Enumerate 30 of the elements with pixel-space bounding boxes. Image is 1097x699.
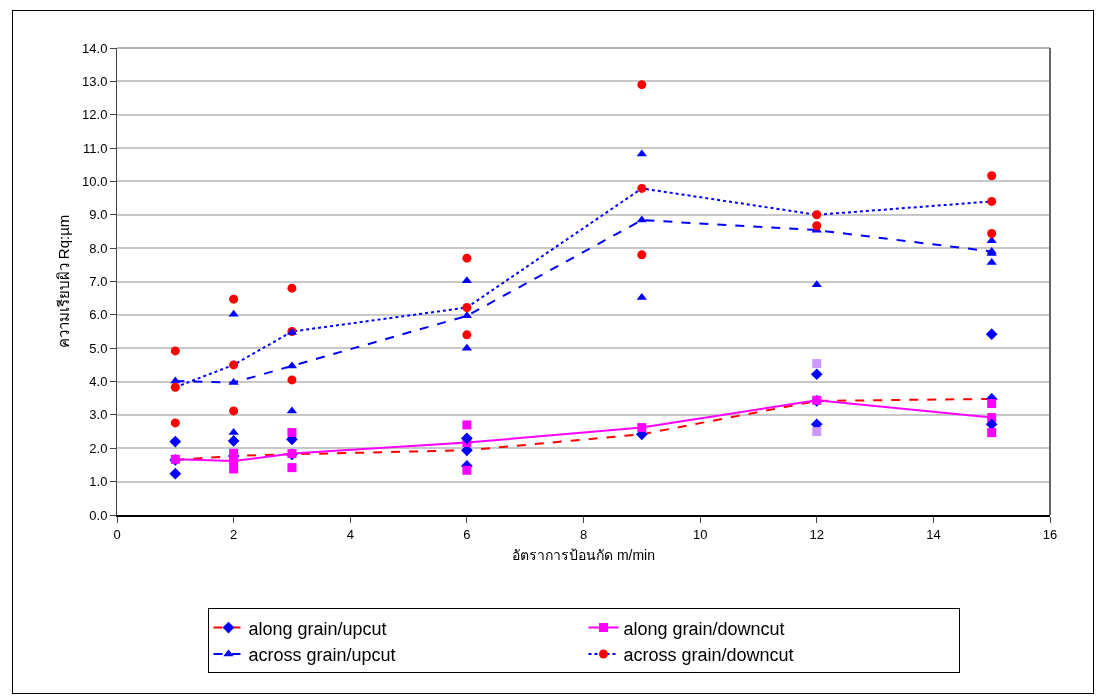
x-axis-title: อัตราการป้อนกัด m/min <box>512 547 655 564</box>
y-tick-label: 5.0 <box>89 340 108 356</box>
y-tick-label: 13.0 <box>82 73 108 89</box>
x-tick-label: 16 <box>1042 526 1058 542</box>
y-tick-label: 12.0 <box>82 107 108 123</box>
y-tick-label: 10.0 <box>82 173 108 189</box>
x-tick-label: 8 <box>579 526 588 542</box>
y-tick-label: 3.0 <box>89 407 108 423</box>
y-tick-label: 11.0 <box>83 140 108 156</box>
y-tick-label: 6.0 <box>89 307 108 323</box>
legend-label: across grain/downcut <box>623 645 794 666</box>
y-tick-label: 2.0 <box>89 440 108 456</box>
y-tick-label: 4.0 <box>89 374 108 390</box>
y-tick-label: 1.0 <box>89 474 108 490</box>
x-tick-label: 12 <box>809 526 824 542</box>
x-tick-label: 14 <box>926 526 941 542</box>
y-tick-label: 0.0 <box>89 507 108 523</box>
x-tick-label: 6 <box>463 526 471 542</box>
legend-label: across grain/upcut <box>248 645 396 666</box>
y-tick-label: 7.0 <box>89 274 108 290</box>
legend-label: along grain/downcut <box>623 618 785 639</box>
y-tick-label: 8.0 <box>89 240 108 256</box>
y-tick-label: 9.0 <box>89 207 108 223</box>
y-axis-title: ความเรียบผิว Rq:µm <box>55 214 73 349</box>
y-tick-label: 14.0 <box>82 40 108 56</box>
x-tick-label: 0 <box>113 526 121 542</box>
x-tick-label: 10 <box>692 526 708 542</box>
x-tick-label: 4 <box>346 526 354 542</box>
legend-label: along grain/upcut <box>248 618 387 639</box>
x-tick-label: 2 <box>230 526 238 542</box>
